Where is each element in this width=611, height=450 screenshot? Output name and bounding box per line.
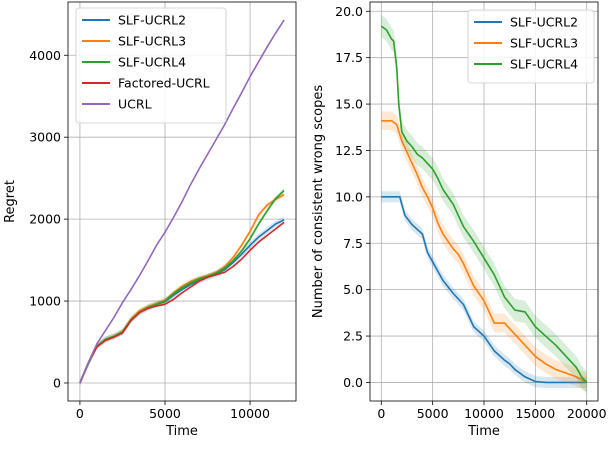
- legend-box: [75, 7, 227, 124]
- x-tick-label: 10000: [464, 406, 504, 421]
- y-tick-label: 20.0: [335, 4, 363, 19]
- series-line-slf-ucrl4: [380, 25, 588, 383]
- y-tick-label: 5.0: [343, 282, 363, 297]
- series-line-slf-ucrl2: [381, 196, 587, 384]
- plot-area: [380, 14, 588, 394]
- plot-area: [79, 19, 285, 387]
- x-tick-label: 0: [377, 406, 385, 421]
- legend-label: SLF-UCRL2: [118, 13, 186, 28]
- x-tick-label: 15000: [515, 406, 555, 421]
- legend-label: SLF-UCRL2: [510, 15, 578, 30]
- y-tick-label: 10.0: [335, 189, 363, 204]
- y-axis-label: Number of consistent wrong scopes: [311, 85, 326, 318]
- regret-panel: 0 5000 10000 0 1000 2000 3000 4000 Time Regret SLF…: [3, 1, 297, 439]
- x-tick-label: 5000: [417, 406, 449, 421]
- x-tick-label: 20000: [567, 406, 607, 421]
- x-tick-label: 5000: [149, 406, 181, 421]
- y-tick-label: 2.5: [343, 329, 363, 344]
- x-axis-label: Time: [165, 424, 198, 439]
- confidence-band-slf-ucrl4: [79, 187, 285, 386]
- legend-label: SLF-UCRL4: [510, 57, 578, 72]
- legend-label: SLF-UCRL3: [118, 34, 186, 49]
- legend: SLF-UCRL2 SLF-UCRL3 SLF-UCRL4: [467, 9, 595, 84]
- legend-label: SLF-UCRL4: [118, 55, 186, 70]
- wrong-scopes-panel: 0 5000 10000 15000 20000 0.0 2.5 5.0 7.5 10.0 12.5…: [311, 1, 607, 439]
- x-tick-label: 0: [76, 406, 84, 421]
- y-axis-label: Regret: [3, 180, 18, 223]
- y-tick-label: 17.5: [335, 50, 363, 65]
- legend-label: Factored-UCRL: [118, 76, 210, 91]
- y-tick-label: 0.0: [343, 375, 363, 390]
- y-tick-label: 2000: [29, 212, 61, 227]
- legend-label: SLF-UCRL3: [510, 36, 578, 51]
- y-tick-label: 1000: [29, 294, 61, 309]
- y-tick-label: 12.5: [335, 143, 363, 158]
- series-line-ucrl: [79, 19, 285, 384]
- x-tick-label: 10000: [230, 406, 270, 421]
- y-tick-label: 4000: [29, 48, 61, 63]
- legend: SLF-UCRL2 SLF-UCRL3 SLF-UCRL4 Factored-UCRL…: [75, 7, 227, 124]
- y-tick-label: 0: [53, 375, 61, 390]
- x-axis-label: Time: [467, 424, 500, 439]
- axes-frame: [67, 1, 297, 402]
- series-line-slf-ucrl3: [381, 119, 588, 384]
- series-line-factored-ucrl: [79, 221, 285, 384]
- y-tick-label: 7.5: [343, 236, 363, 251]
- y-tick-label: 15.0: [335, 97, 363, 112]
- legend-label: UCRL: [118, 97, 152, 112]
- y-tick-label: 3000: [29, 130, 61, 145]
